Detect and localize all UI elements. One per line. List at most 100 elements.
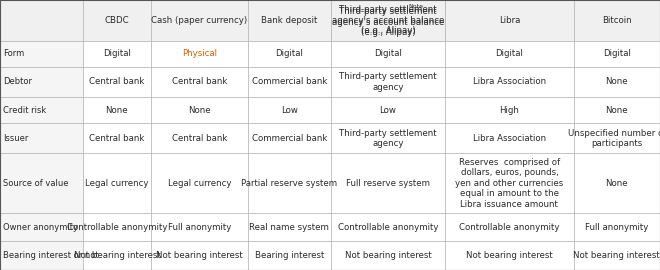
- Text: Not bearing interest: Not bearing interest: [466, 251, 553, 260]
- Bar: [574, 213, 660, 241]
- Text: Digital: Digital: [103, 49, 131, 58]
- Bar: [445, 123, 574, 153]
- Text: Credit risk: Credit risk: [3, 106, 46, 114]
- Text: Not bearing interest: Not bearing interest: [345, 251, 431, 260]
- Bar: [83, 123, 151, 153]
- Bar: [83, 67, 151, 97]
- Bar: [331, 0, 445, 40]
- Bar: [83, 213, 151, 241]
- Bar: [445, 97, 574, 123]
- Text: CBDC: CBDC: [104, 16, 129, 25]
- Bar: [331, 123, 445, 153]
- Text: Bearing interest or not: Bearing interest or not: [3, 251, 98, 260]
- Text: Third-party settlement
agency: Third-party settlement agency: [339, 129, 437, 148]
- Bar: [331, 0, 445, 40]
- Text: Physical: Physical: [182, 49, 217, 58]
- Text: Not bearing interest: Not bearing interest: [156, 251, 243, 260]
- Text: Commercial bank: Commercial bank: [251, 77, 327, 86]
- Text: Issuer: Issuer: [3, 134, 28, 143]
- Text: Central bank: Central bank: [172, 77, 227, 86]
- Bar: [445, 0, 574, 40]
- Bar: [574, 0, 660, 40]
- Bar: [574, 97, 660, 123]
- Text: Central bank: Central bank: [172, 134, 227, 143]
- Bar: [445, 241, 574, 270]
- Text: Debtor: Debtor: [3, 77, 32, 86]
- Text: Full anonymity: Full anonymity: [585, 223, 649, 232]
- Bar: [445, 153, 574, 213]
- Text: Libra: Libra: [499, 16, 520, 25]
- Bar: [151, 241, 248, 270]
- Text: Legal currency: Legal currency: [168, 179, 231, 188]
- Text: None: None: [605, 106, 628, 114]
- Bar: [248, 153, 331, 213]
- Text: Legal currency: Legal currency: [85, 179, 148, 188]
- Bar: [331, 97, 445, 123]
- Bar: [331, 67, 445, 97]
- Text: Libra Association: Libra Association: [473, 77, 546, 86]
- Bar: [331, 40, 445, 67]
- Text: Note: Note: [408, 4, 423, 9]
- Bar: [83, 97, 151, 123]
- Bar: [0, 213, 83, 241]
- Text: Reserves  comprised of
dollars, euros, pounds,
yen and other currencies
equal in: Reserves comprised of dollars, euros, po…: [455, 158, 564, 209]
- Bar: [151, 123, 248, 153]
- Text: Owner anonymity: Owner anonymity: [3, 223, 78, 232]
- Text: Libra Association: Libra Association: [473, 134, 546, 143]
- Bar: [0, 241, 83, 270]
- Text: High: High: [500, 106, 519, 114]
- Bar: [574, 40, 660, 67]
- Text: Central bank: Central bank: [89, 134, 145, 143]
- Text: Real name system: Real name system: [249, 223, 329, 232]
- Text: Unspecified number of
participants: Unspecified number of participants: [568, 129, 660, 148]
- Bar: [248, 0, 331, 40]
- Bar: [151, 40, 248, 67]
- Text: Commercial bank: Commercial bank: [251, 134, 327, 143]
- Bar: [574, 153, 660, 213]
- Bar: [83, 153, 151, 213]
- Text: None: None: [188, 106, 211, 114]
- Text: Bitcoin: Bitcoin: [602, 16, 632, 25]
- Bar: [574, 241, 660, 270]
- Bar: [151, 97, 248, 123]
- Bar: [151, 67, 248, 97]
- Bar: [574, 123, 660, 153]
- Bar: [0, 40, 83, 67]
- Bar: [248, 123, 331, 153]
- Text: Controllable anonymity: Controllable anonymity: [459, 223, 560, 232]
- Text: Low: Low: [281, 106, 298, 114]
- Bar: [248, 213, 331, 241]
- Text: Bearing interest: Bearing interest: [255, 251, 324, 260]
- Bar: [0, 123, 83, 153]
- Bar: [445, 213, 574, 241]
- Text: Partial reserve system: Partial reserve system: [241, 179, 337, 188]
- Bar: [248, 67, 331, 97]
- Bar: [248, 40, 331, 67]
- Bar: [83, 40, 151, 67]
- Bar: [151, 0, 248, 40]
- Text: Digital: Digital: [275, 49, 303, 58]
- Bar: [331, 241, 445, 270]
- Text: Controllable anonymity: Controllable anonymity: [338, 223, 438, 232]
- Text: Digital: Digital: [603, 49, 631, 58]
- Text: Digital: Digital: [374, 49, 402, 58]
- Text: Not bearing interest: Not bearing interest: [73, 251, 160, 260]
- Bar: [151, 213, 248, 241]
- Text: None: None: [605, 179, 628, 188]
- Text: Third-party settlement
agency's account balance
(e.g., Alipay): Third-party settlement agency's account …: [332, 5, 444, 35]
- Text: Low: Low: [379, 106, 397, 114]
- Text: Controllable anonymity: Controllable anonymity: [67, 223, 167, 232]
- Text: Source of value: Source of value: [3, 179, 69, 188]
- Text: Digital: Digital: [496, 49, 523, 58]
- Bar: [151, 153, 248, 213]
- Bar: [0, 153, 83, 213]
- Bar: [248, 97, 331, 123]
- Bar: [83, 0, 151, 40]
- Text: Cash (paper currency): Cash (paper currency): [151, 16, 248, 25]
- Text: Form: Form: [3, 49, 24, 58]
- Bar: [0, 97, 83, 123]
- Bar: [445, 67, 574, 97]
- Bar: [331, 213, 445, 241]
- Bar: [0, 0, 83, 40]
- Text: None: None: [106, 106, 128, 114]
